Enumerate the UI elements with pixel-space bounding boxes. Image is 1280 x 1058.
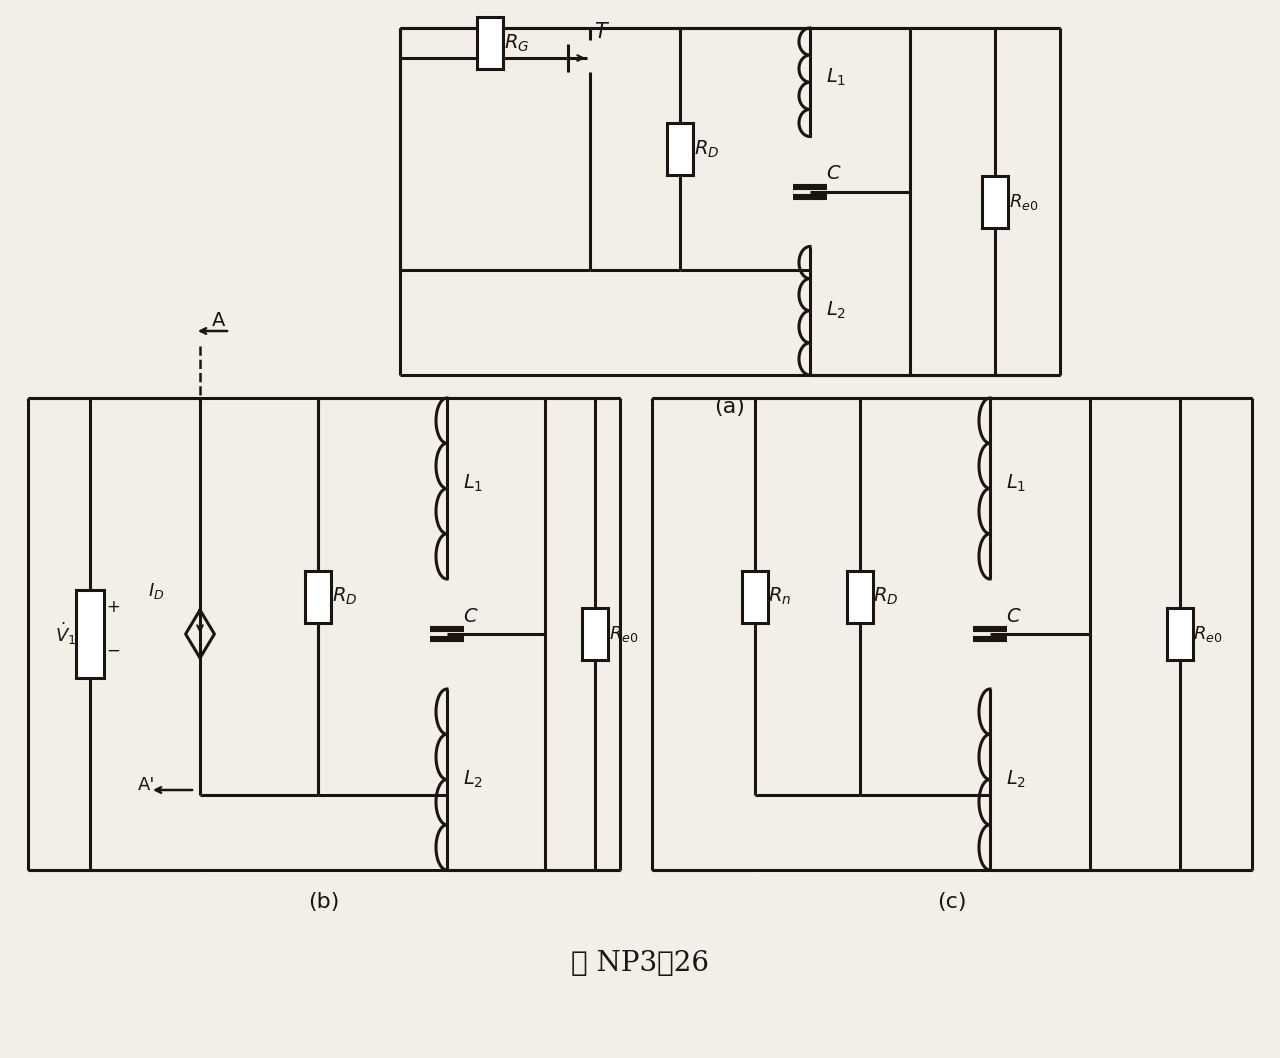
Text: $L_1$: $L_1$ [463,473,484,494]
Text: (b): (b) [308,892,339,912]
Text: $C$: $C$ [1006,606,1021,625]
Bar [742,570,768,622]
Text: $L_2$: $L_2$ [1006,769,1027,790]
Bar [76,590,104,678]
Text: (a): (a) [714,397,745,417]
Text: $R_{e0}$: $R_{e0}$ [609,624,639,644]
Text: −: − [106,642,120,660]
Bar [667,123,692,175]
Text: $C$: $C$ [826,164,841,183]
Bar [1167,608,1193,660]
Text: $R_D$: $R_D$ [873,586,899,607]
Text: $R_n$: $R_n$ [768,586,791,607]
Bar [982,176,1009,227]
Text: $I_D$: $I_D$ [148,581,164,601]
Text: A: A [212,311,225,330]
Text: $R_D$: $R_D$ [694,139,719,160]
Text: T: T [594,22,607,42]
Text: $R_G$: $R_G$ [504,33,530,54]
Text: $L_1$: $L_1$ [826,67,846,88]
Text: $L_2$: $L_2$ [826,300,846,322]
Bar [305,570,332,622]
Text: $C$: $C$ [463,606,479,625]
Text: $R_{e0}$: $R_{e0}$ [1009,191,1038,212]
Bar [477,17,503,69]
Text: $L_2$: $L_2$ [463,769,483,790]
Text: A': A' [138,776,155,794]
Text: 图 NP3－26: 图 NP3－26 [571,949,709,977]
Bar [582,608,608,660]
Text: $R_D$: $R_D$ [332,586,357,607]
Text: $L_1$: $L_1$ [1006,473,1027,494]
Bar [847,570,873,622]
Text: (c): (c) [937,892,966,912]
Text: +: + [106,598,120,616]
Text: $\dot{V}_1$: $\dot{V}_1$ [55,621,76,647]
Text: $R_{e0}$: $R_{e0}$ [1193,624,1222,644]
